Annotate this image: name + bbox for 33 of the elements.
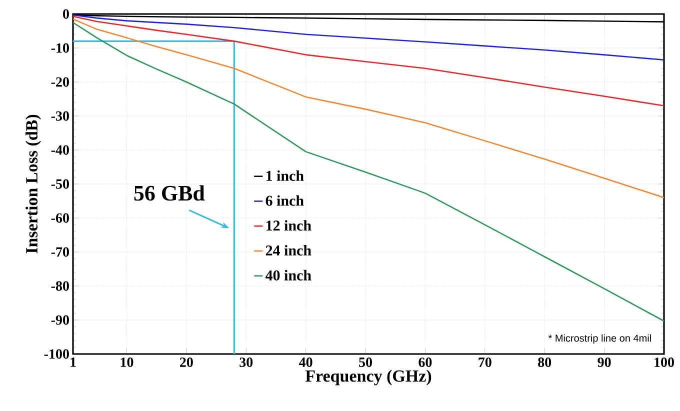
y-axis-title: Insertion Loss (dB): [26, 114, 41, 254]
y-tick-label: -10: [51, 43, 69, 53]
y-tick-label: -60: [51, 213, 69, 223]
legend-label: 24 inch: [266, 245, 312, 256]
y-tick-label: -30: [51, 111, 69, 121]
line-series: [73, 22, 664, 322]
x-tick-label: 1: [70, 358, 76, 367]
legend-label: 40 inch: [265, 270, 312, 280]
y-tick-label: -100: [44, 349, 69, 359]
x-tick-label: 70: [478, 358, 492, 367]
x-tick-label: 30: [240, 358, 253, 367]
x-tick-label: 80: [538, 358, 552, 367]
x-tick-label: 40: [299, 358, 312, 367]
y-tick-label: 0: [63, 9, 69, 19]
y-tick-label: -50: [51, 179, 69, 189]
legend-label: 1 inch: [266, 170, 304, 181]
x-tick-label: 60: [418, 358, 432, 367]
x-tick-label: 10: [120, 358, 134, 367]
x-tick-label: 20: [180, 358, 193, 367]
y-tick-label: -90: [51, 315, 69, 325]
y-tick-label: -40: [51, 145, 69, 155]
y-tick-label: -80: [51, 281, 69, 291]
y-tick-label: -20: [51, 77, 69, 87]
legend-label: 12 inch: [266, 220, 312, 231]
x-tick-label: 50: [359, 358, 372, 367]
legend-label: 6 inch: [266, 195, 304, 206]
annotation: 56 GBd: [134, 185, 205, 201]
x-axis-title: Frequency (GHz): [305, 370, 432, 386]
x-tick-label: 100: [654, 358, 674, 367]
line-series: [73, 16, 664, 106]
annotation: * Microstrip line on 4mil: [548, 334, 651, 344]
x-tick-label: 90: [598, 358, 611, 367]
y-tick-label: -70: [51, 247, 69, 257]
